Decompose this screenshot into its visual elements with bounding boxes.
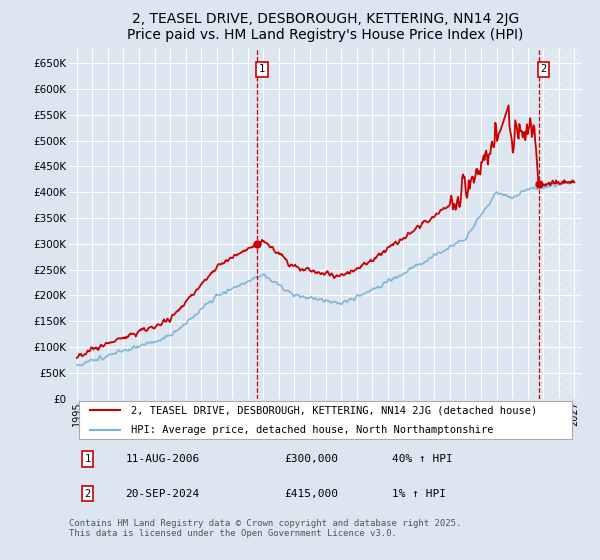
Text: £300,000: £300,000	[284, 454, 338, 464]
Text: 20-SEP-2024: 20-SEP-2024	[125, 489, 200, 499]
Text: 1: 1	[85, 454, 91, 464]
FancyBboxPatch shape	[79, 401, 572, 440]
Text: 11-AUG-2006: 11-AUG-2006	[125, 454, 200, 464]
Text: HPI: Average price, detached house, North Northamptonshire: HPI: Average price, detached house, Nort…	[131, 425, 493, 435]
Text: 40% ↑ HPI: 40% ↑ HPI	[392, 454, 453, 464]
Text: 2: 2	[85, 489, 91, 499]
Text: 1% ↑ HPI: 1% ↑ HPI	[392, 489, 446, 499]
Text: £415,000: £415,000	[284, 489, 338, 499]
Text: 1: 1	[259, 64, 265, 74]
Text: 2, TEASEL DRIVE, DESBOROUGH, KETTERING, NN14 2JG (detached house): 2, TEASEL DRIVE, DESBOROUGH, KETTERING, …	[131, 405, 537, 416]
Text: 2: 2	[541, 64, 547, 74]
Title: 2, TEASEL DRIVE, DESBOROUGH, KETTERING, NN14 2JG
Price paid vs. HM Land Registry: 2, TEASEL DRIVE, DESBOROUGH, KETTERING, …	[127, 12, 524, 42]
Text: Contains HM Land Registry data © Crown copyright and database right 2025.
This d: Contains HM Land Registry data © Crown c…	[69, 519, 461, 538]
Bar	[539, 48, 582, 399]
